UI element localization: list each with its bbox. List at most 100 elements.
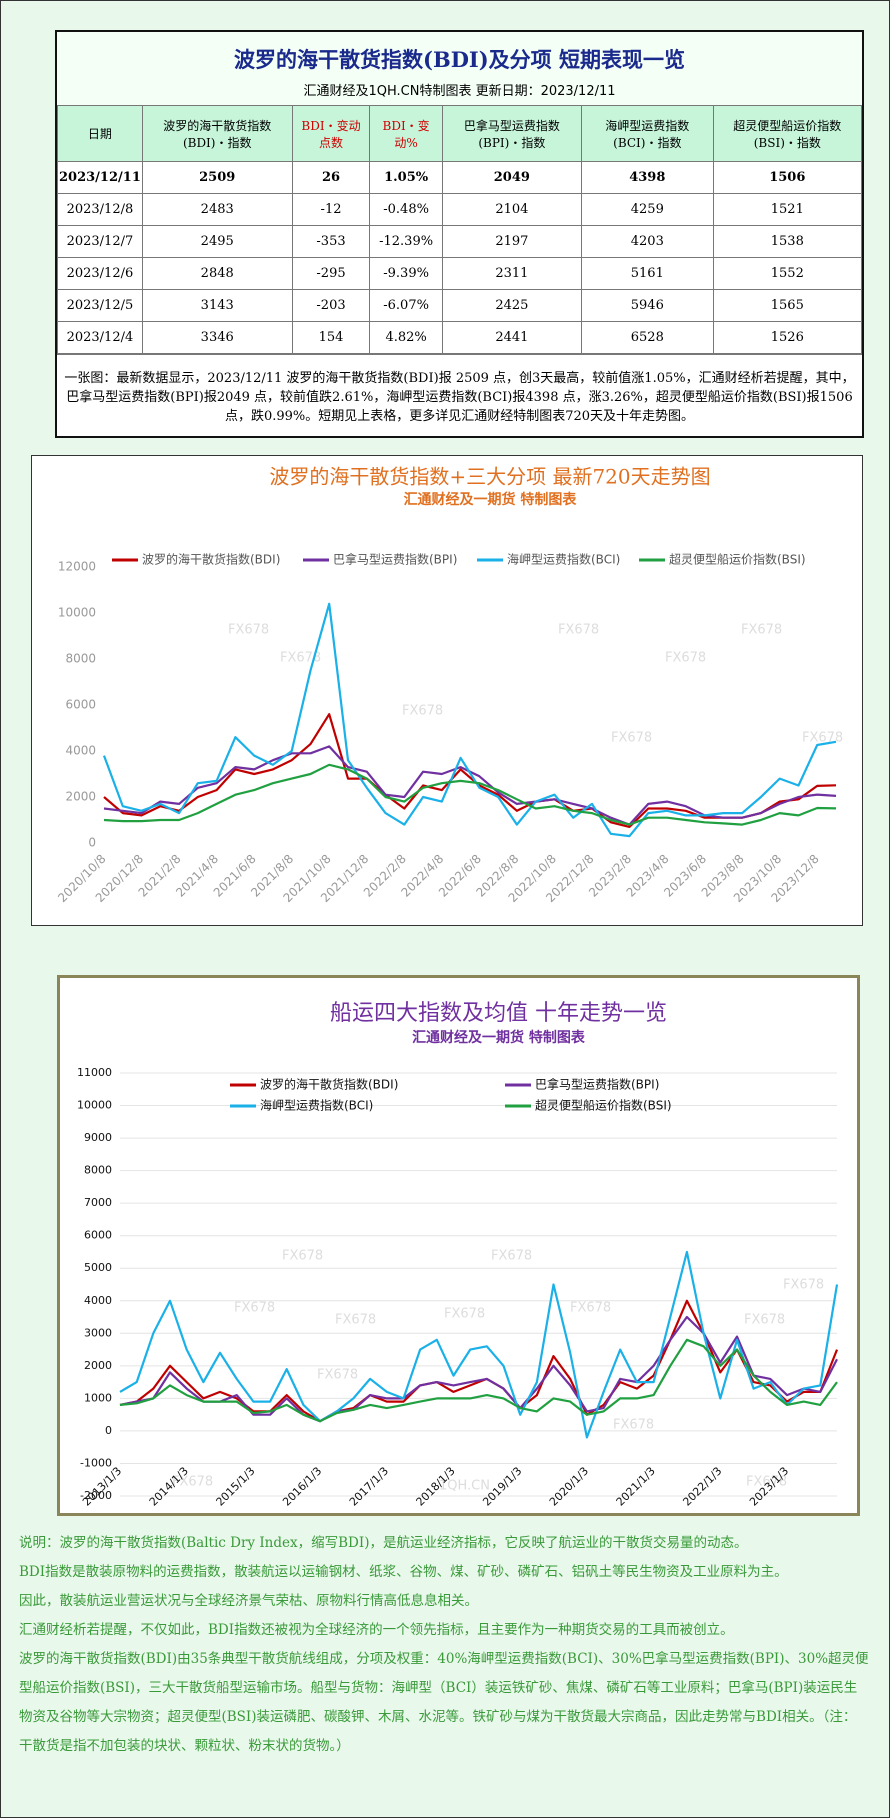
table-cell: 1.05% (369, 161, 443, 194)
x-tick-label: 2015/1/3 (214, 1465, 258, 1509)
x-tick-label: 2013/1/3 (80, 1465, 124, 1509)
y-tick-label: -1000 (80, 1456, 112, 1469)
table-cell: -0.48% (369, 193, 443, 226)
watermark: FX678 (665, 651, 706, 666)
series-line (119, 1338, 838, 1423)
summary-table: 波罗的海干散货指数(BDI)及分项 短期表现一览 汇通财经及1QH.CN特制图表… (55, 30, 864, 438)
table-cell: -12 (291, 193, 371, 226)
table-cell: 2848 (141, 257, 293, 290)
table-cell: 4.82% (369, 321, 443, 354)
table-row: 2023/12/5 3143 -203 -6.07% 2425 5946 1565 (57, 289, 863, 322)
x-tick-label: 2022/1/3 (680, 1465, 724, 1509)
watermark: FX678 (613, 1418, 654, 1433)
table-cell: 2104 (441, 193, 582, 226)
y-tick-label: 4000 (84, 1294, 112, 1307)
column-header: BDI・变动% (369, 105, 443, 162)
table-cell: 26 (291, 161, 371, 194)
column-header: 波罗的海干散货指数(BDI)・指数 (141, 105, 293, 162)
watermark: FX678 (335, 1313, 376, 1328)
table-subtitle: 汇通财经及1QH.CN特制图表 更新日期：2023/12/11 (303, 84, 616, 99)
table-cell: 2049 (441, 161, 582, 194)
table-cell: 2023/12/6 (57, 257, 143, 290)
table-cell: 2023/12/8 (57, 193, 143, 226)
legend-label: 巴拿马型运费指数(BPI) (535, 1077, 659, 1092)
table-cell: -6.07% (369, 289, 443, 322)
table-cell: 1526 (712, 321, 863, 354)
y-tick-label: 6000 (84, 1229, 112, 1242)
series-line (103, 763, 837, 826)
watermark: FX678 (444, 1307, 485, 1322)
y-tick-label: 2000 (65, 790, 96, 804)
watermark: FX678 (611, 731, 652, 746)
table-cell: -203 (291, 289, 371, 322)
watermark: FX678 (402, 704, 443, 719)
table-note: 一张图：最新数据显示，2023/12/11 波罗的海干散货指数(BDI)报 25… (57, 354, 862, 436)
legend-label: 巴拿马型运费指数(BPI) (333, 552, 457, 567)
x-tick-label: 2017/1/3 (347, 1465, 391, 1509)
column-header: 巴拿马型运费指数(BPI)・指数 (441, 105, 582, 162)
table-title: 波罗的海干散货指数(BDI)及分项 短期表现一览 (234, 47, 685, 72)
chart-subtitle: 汇通财经及一期货 特制图表 (412, 1029, 586, 1046)
watermark: FX678 (491, 1249, 532, 1264)
series-line (102, 602, 837, 838)
watermark: FX678 (234, 1301, 275, 1316)
chart-subtitle: 汇通财经及一期货 特制图表 (404, 491, 578, 508)
table-cell: 1521 (712, 193, 863, 226)
watermark: FX678 (282, 1249, 323, 1264)
table-row: 2023/12/6 2848 -295 -9.39% 2311 5161 1552 (57, 257, 863, 290)
table-cell: 2509 (141, 161, 293, 194)
y-tick-label: 8000 (84, 1164, 112, 1177)
watermark: 1QH.CN (439, 1479, 490, 1494)
watermark: FX678 (570, 1301, 611, 1316)
table-cell: -353 (291, 225, 371, 258)
y-tick-label: 10000 (77, 1099, 112, 1112)
watermark: FX678 (783, 1278, 824, 1293)
table-cell: 5161 (580, 257, 714, 290)
table-cell: 1565 (712, 289, 863, 322)
table-cell: 1506 (712, 161, 863, 194)
explanation: 说明：波罗的海干散货指数(Baltic Dry Index，缩写BDI)，是航运… (19, 1529, 869, 1761)
legend-label: 超灵便型船运价指数(BSI) (535, 1098, 672, 1113)
legend-label: 波罗的海干散货指数(BDI) (142, 552, 280, 567)
watermark: FX678 (172, 1475, 213, 1490)
table-cell: 2441 (441, 321, 582, 354)
table-cell: 2311 (441, 257, 582, 290)
watermark: FX678 (744, 1313, 785, 1328)
watermark: FX678 (317, 1368, 358, 1383)
table-cell: 154 (291, 321, 371, 354)
series-line (103, 713, 837, 828)
watermark: FX678 (558, 623, 599, 638)
table-cell: 2023/12/7 (57, 225, 143, 258)
y-tick-label: 4000 (65, 744, 96, 758)
table-cell: 2023/12/4 (57, 321, 143, 354)
table-row: 2023/12/7 2495 -353 -12.39% 2197 4203 1538 (57, 225, 863, 258)
y-tick-label: 12000 (58, 560, 96, 574)
watermark: FX678 (746, 1475, 787, 1490)
series-line (119, 1315, 838, 1423)
table-cell: 4398 (580, 161, 714, 194)
chart-title: 船运四大指数及均值 十年走势一览 (330, 1001, 667, 1026)
chart-title: 波罗的海干散货指数+三大分项 最新720天走势图 (269, 465, 710, 489)
y-tick-label: 7000 (84, 1196, 112, 1209)
y-tick-label: 1000 (84, 1391, 112, 1404)
column-header: BDI・变动点数 (291, 105, 371, 162)
y-tick-label: 8000 (65, 652, 96, 666)
table-cell: 5946 (580, 289, 714, 322)
watermark: FX678 (228, 623, 269, 638)
y-tick-label: 0 (105, 1424, 112, 1437)
table-cell: 2023/12/11 (57, 161, 143, 194)
table-cell: 1552 (712, 257, 863, 290)
table-cell: 2023/12/5 (57, 289, 143, 322)
column-header: 海岬型运费指数(BCI)・指数 (580, 105, 714, 162)
legend-label: 超灵便型船运价指数(BSI) (669, 552, 806, 567)
table-cell: 6528 (580, 321, 714, 354)
table-row: 2023/12/4 3346 154 4.82% 2441 6528 1526 (57, 321, 863, 354)
x-tick-label: 2016/1/3 (280, 1465, 324, 1509)
x-tick-label: 2020/1/3 (547, 1465, 591, 1509)
watermark: FX678 (280, 651, 321, 666)
y-tick-label: 2000 (84, 1359, 112, 1372)
series-line (119, 1299, 839, 1423)
